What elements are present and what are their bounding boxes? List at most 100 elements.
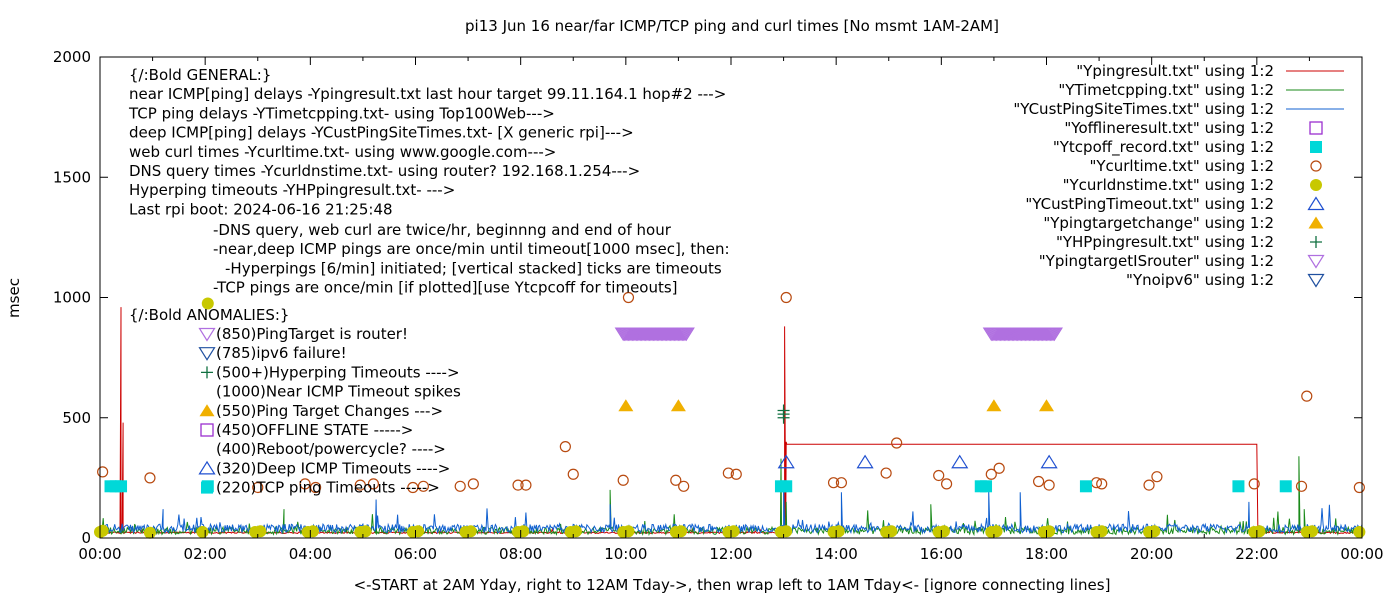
y-axis-label: msec (5, 278, 23, 318)
series-4-point (622, 525, 635, 538)
annotation-anomaly-icon (199, 404, 215, 417)
series-7-point (618, 399, 634, 412)
annotation-anomaly-line: (785)ipv6 failure! (216, 344, 347, 362)
annotation-anomaly-icon (198, 327, 216, 342)
series-3-point (1096, 478, 1108, 490)
series-5-point (1279, 480, 1292, 493)
series-6-point (951, 454, 969, 469)
series-3-point (144, 472, 156, 484)
series-3-point (299, 478, 311, 490)
x-tick-label: 22:00 (1235, 545, 1278, 563)
series-3-point (467, 478, 479, 490)
annotation-general-line: Last rpi boot: 2024-06-16 21:25:48 (129, 200, 393, 218)
series-8-point (777, 404, 790, 417)
series-3-point (97, 466, 109, 478)
annotation-anomaly-icon (198, 460, 216, 475)
x-tick-label: 10:00 (604, 545, 647, 563)
series-3-point (1353, 481, 1365, 494)
annotation-note-line: -near,deep ICMP pings are once/min until… (213, 240, 730, 258)
annotation-anomaly-line: (1000)Near ICMP Timeout spikes (216, 383, 461, 401)
annotation-anomaly-line: (450)OFFLINE STATE -----> (216, 421, 413, 439)
annotation-general-line: TCP ping delays -YTimetcpping.txt- using… (128, 104, 555, 122)
annotation-general-line: {/:Bold GENERAL:} (129, 66, 271, 84)
x-tick-label: 00:00 (1340, 545, 1383, 563)
chart-title: pi13 Jun 16 near/far ICMP/TCP ping and c… (465, 17, 999, 35)
series-6-point (777, 454, 795, 469)
legend: "Ypingresult.txt" using 1:2"YTimetcpping… (1013, 62, 1344, 289)
annotation-anomaly-icon (201, 366, 213, 379)
series-3-point (309, 481, 322, 494)
series-6-point (1040, 454, 1058, 469)
series-3-point (454, 480, 466, 492)
legend-label: "YHPpingresult.txt" using 1:2 (1056, 233, 1274, 251)
series-3-point (835, 477, 848, 489)
series-5-point (115, 480, 128, 493)
annotation-note-line: -Hyperpings [6/min] initiated; [vertical… (225, 259, 722, 277)
series-4-point (96, 524, 109, 537)
x-tick-label: 14:00 (815, 545, 858, 563)
annotation-anomaly-line: (220)TCP ping Timeouts -----> (216, 479, 440, 497)
series-7-point (986, 399, 1002, 412)
legend-swatch (1310, 141, 1322, 153)
y-tick-label: 1500 (53, 168, 91, 186)
annotation-anomaly-line: (550)Ping Target Changes ---> (216, 402, 443, 420)
series-4-point (832, 525, 845, 538)
series-4-point (885, 525, 898, 538)
legend-label: "YpingtargetISrouter" using 1:2 (1039, 252, 1274, 270)
series-3-point (367, 478, 380, 490)
series-4-point (727, 525, 740, 538)
annotation-anomaly-icon (201, 481, 213, 494)
series-3-point (520, 479, 532, 491)
legend-swatch (1308, 216, 1324, 229)
series-4-point (254, 525, 267, 538)
y-tick-label: 2000 (53, 48, 91, 66)
series-9-point (1045, 327, 1063, 342)
legend-label: "Ycurldnstime.txt" using 1:2 (1063, 176, 1274, 194)
annotation-general-line: web curl times -Ycurltime.txt- using www… (129, 143, 556, 161)
annotation-general-line: Hyperping timeouts -YHPpingresult.txt- -… (129, 181, 455, 199)
series-4-point (517, 525, 530, 538)
series-3-point (780, 291, 792, 304)
series-4-point (196, 525, 209, 538)
legend-swatch (1310, 160, 1322, 172)
legend-label: "Ynoipv6" using 1:2 (1126, 271, 1274, 289)
legend-label: "Ypingtargetchange" using 1:2 (1043, 214, 1274, 232)
series-3-point (722, 467, 734, 479)
series-4-point (1148, 525, 1161, 538)
legend-swatch (1309, 121, 1323, 135)
series-4-point (780, 525, 793, 538)
series-3-point (1033, 475, 1045, 488)
series-4-point (1306, 525, 1319, 538)
y-tick-label: 1000 (53, 289, 91, 307)
series-7-point (1039, 399, 1054, 412)
x-tick-label: 20:00 (1130, 545, 1173, 563)
x-tick-label: 04:00 (289, 545, 332, 563)
legend-label: "YTimetcpping.txt" using 1:2 (1058, 81, 1274, 99)
series-3-point (417, 480, 429, 492)
legend-label: "Ytcpoff_record.txt" using 1:2 (1053, 138, 1274, 157)
legend-label: "YCustPingTimeout.txt" using 1:2 (1025, 195, 1274, 213)
series-4-point (143, 526, 156, 539)
series-3-point (985, 468, 997, 480)
series-5-point (1232, 480, 1245, 493)
series-3-point (880, 467, 892, 479)
annotation-note-line: -DNS query, web curl are twice/hr, begin… (213, 221, 672, 239)
series-3-point (1143, 479, 1155, 491)
series-4-point (569, 525, 582, 538)
legend-swatch (1310, 236, 1322, 248)
series-5-point (780, 480, 793, 493)
series-3-point (1295, 480, 1308, 492)
annotation-anomaly-line: (320)Deep ICMP Timeouts ----> (216, 459, 450, 477)
series-3-point (730, 468, 742, 480)
series-3-point (1043, 479, 1055, 491)
y-tick-label: 0 (81, 529, 91, 547)
annotation-general-line: deep ICMP[ping] delays -YCustPingSiteTim… (129, 124, 634, 142)
series-4-point (1353, 525, 1366, 538)
series-3-point (670, 474, 682, 486)
series-5-point (980, 480, 993, 493)
series-4-point (1095, 525, 1108, 538)
annotation-layer: {/:Bold GENERAL:}near ICMP[ping] delays … (128, 66, 730, 497)
